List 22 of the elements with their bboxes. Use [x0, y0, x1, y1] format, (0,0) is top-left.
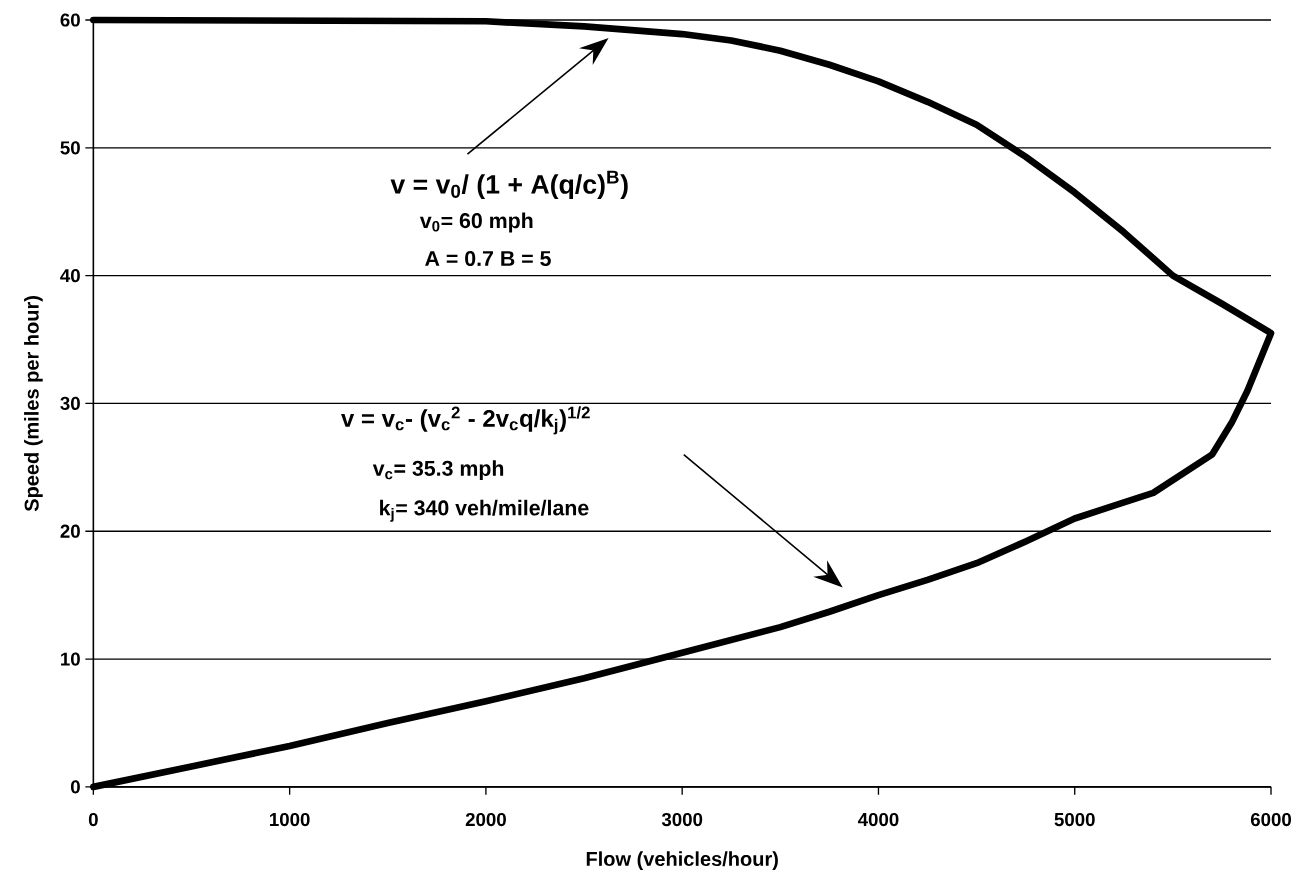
x-axis-title: Flow (vehicles/hour)	[586, 851, 778, 871]
annotation: v$_{c}$= 35.3 mph	[372, 460, 504, 481]
text: v = v$_{c}$- (v$_{c}$$^{2}$ - 2v$_{c}$q/k$_{j}$)$^{1/2}$	[341, 406, 590, 435]
annotation: A = 0.7 B = 5	[425, 251, 551, 267]
y-tick-label: 30	[60, 397, 80, 411]
y-tick-label: 10	[61, 652, 80, 666]
x-tick-label: 2000	[465, 813, 506, 827]
annotation: k$_{j}$= 340 veh/mile/lane	[380, 500, 589, 523]
x-tick-label: 0	[88, 813, 98, 827]
x-tick-label: 6000	[1250, 813, 1291, 827]
y-tick-label: 50	[60, 141, 80, 155]
y-axis-title: Speed (miles per hour)	[24, 296, 43, 512]
y-tick-label: 60	[60, 13, 80, 27]
y-tick-label: 40	[60, 269, 80, 283]
x-tick-label: 5000	[1054, 813, 1095, 827]
y-tick-label: 0	[70, 780, 80, 794]
x-tick-label: 1000	[270, 813, 310, 827]
x-tick-label: 4000	[857, 813, 899, 827]
x-tick-label: 3000	[661, 813, 703, 827]
y-tick-label: 20	[60, 524, 80, 539]
annotation: v$_{0}$= 60 mph	[419, 212, 533, 233]
annotation: v = v$_{0}$/ (1 + A(q/c)$^{B}$)	[390, 170, 628, 200]
